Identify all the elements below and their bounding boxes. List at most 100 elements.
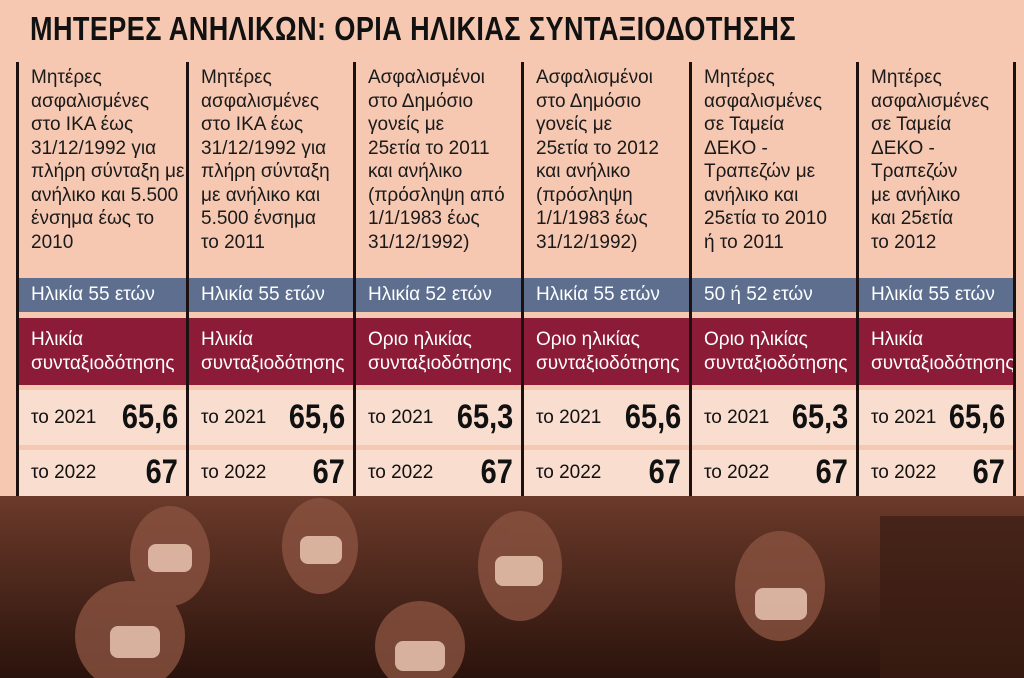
description-line: ΔΕΚΟ -	[704, 137, 768, 159]
age-value: 67	[145, 453, 178, 491]
age-label: Ηλικία 55 ετών	[524, 278, 689, 312]
description-line: 31/12/1992 για	[31, 137, 157, 159]
description-line: 5.500 ένσημα	[201, 208, 317, 229]
description-line: Μητέρες	[704, 67, 775, 88]
header-line: συνταξιοδότησης	[871, 353, 1015, 374]
age-value: 65,6	[624, 397, 681, 436]
header-line: συνταξιοδότησης	[536, 353, 680, 374]
column-separator	[16, 62, 19, 496]
description-line: 2010	[31, 231, 74, 253]
year-row: το 2022 67	[189, 450, 353, 496]
description-line: (πρόσληψη από	[368, 184, 505, 206]
age-value: 67	[648, 453, 681, 491]
year-label: το 2021	[201, 406, 267, 428]
column-header: Ηλικία συνταξιοδότησης	[859, 318, 1015, 385]
header-line: συνταξιοδότησης	[201, 353, 345, 374]
age-value: 67	[815, 453, 848, 491]
column-separator	[186, 62, 189, 496]
year-row: το 2021 65,3	[692, 390, 856, 445]
year-row: το 2021 65,6	[19, 390, 186, 445]
description-line: ασφαλισμένες	[704, 90, 823, 112]
age-value: 67	[972, 453, 1005, 491]
description-line: Μητέρες	[201, 67, 272, 88]
description-line: ασφαλισμένες	[201, 90, 320, 112]
description-line: Μητέρες	[31, 67, 102, 88]
description-line: ΔΕΚΟ -	[871, 137, 935, 159]
header-line: Ηλικία	[201, 329, 254, 350]
header-line: συνταξιοδότησης	[704, 353, 848, 374]
year-row: το 2022 67	[356, 450, 521, 496]
description-line: και ανήλικο	[536, 161, 631, 182]
column-separator	[521, 62, 524, 496]
year-label: το 2021	[871, 406, 937, 428]
age-label: Ηλικία 55 ετών	[19, 278, 186, 312]
description-line: το 2012	[871, 231, 937, 253]
description-line: 1/1/1983 έως	[368, 208, 480, 229]
description-line: σε Ταμεία	[871, 114, 952, 135]
description-line: Μητέρες	[871, 67, 942, 88]
description-line: Τραπεζών	[871, 161, 958, 182]
year-label: το 2022	[871, 462, 937, 483]
year-row: το 2021 65,6	[189, 390, 353, 445]
description-line: 1/1/1983 έως	[536, 208, 648, 229]
column-header: Οριο ηλικίας συνταξιοδότησης	[356, 318, 521, 385]
column-header: Οριο ηλικίας συνταξιοδότησης	[524, 318, 689, 385]
description-line: ασφαλισμένες	[31, 90, 150, 112]
column-separator	[353, 62, 356, 496]
description-line: ένσημα έως το	[31, 208, 155, 229]
description-line: και ανήλικο	[368, 161, 463, 182]
year-label: το 2022	[201, 462, 267, 483]
column-separator	[689, 62, 692, 496]
description-line: 25ετία το 2010	[704, 208, 827, 229]
description-line: γονείς με	[536, 114, 613, 135]
year-label: το 2021	[536, 406, 602, 428]
age-value: 65,3	[791, 397, 848, 436]
age-value: 65,6	[121, 397, 178, 436]
description-line: 25ετία το 2011	[368, 137, 490, 159]
description-line: πλήρη σύνταξη	[201, 161, 330, 182]
header-line: Οριο ηλικίας	[536, 329, 640, 350]
header-line: Ηλικία	[31, 329, 84, 350]
year-row: το 2022 67	[692, 450, 856, 496]
header-line: Ηλικία	[871, 329, 924, 350]
year-row: το 2021 65,6	[859, 390, 1013, 445]
description: Μητέρες ασφαλισμένες στο ΙΚΑ έως 31/12/1992…	[201, 66, 353, 254]
header-line: συνταξιοδότησης	[31, 353, 175, 374]
title: ΜΗΤΕΡΕΣ ΑΝΗΛΙΚΩΝ: ΟΡΙΑ ΗΛΙΚΙΑΣ ΣΥΝΤΑΞΙΟΔ…	[30, 10, 797, 47]
year-label: το 2021	[704, 406, 770, 428]
description-line: ανήλικο και	[704, 184, 799, 206]
description-line: 25ετία το 2012	[536, 137, 659, 159]
year-label: το 2021	[368, 406, 434, 428]
description-line: το 2011	[201, 231, 265, 253]
description: Μητέρες ασφαλισμένες σε Ταμεία ΔΕΚΟ - Τραπεζ…	[871, 66, 1013, 254]
description-line: Τραπεζών με	[704, 161, 816, 182]
year-label: το 2022	[704, 462, 770, 483]
header-line: Οριο ηλικίας	[368, 329, 472, 350]
description-line: (πρόσληψη	[536, 184, 633, 206]
description-line: και 25ετία	[871, 208, 954, 229]
description-line: στο ΙΚΑ έως	[31, 114, 134, 135]
description-line: Ασφαλισμένοι	[536, 67, 653, 88]
description: Ασφαλισμένοι στο Δημόσιο γονείς με 25ετία τ…	[368, 66, 521, 254]
description-line: Ασφαλισμένοι	[368, 67, 485, 88]
description-line: ασφαλισμένες	[871, 90, 990, 112]
description-line: πλήρη σύνταξη με	[31, 161, 185, 182]
year-label: το 2021	[31, 406, 97, 428]
description-line: ή το 2011	[704, 231, 784, 253]
age-value: 65,3	[456, 397, 513, 436]
description-line: 31/12/1992 για	[201, 137, 327, 159]
description-line: στο ΙΚΑ έως	[201, 114, 304, 135]
age-value: 65,6	[948, 397, 1005, 436]
column-separator	[1013, 62, 1016, 496]
year-row: το 2022 67	[524, 450, 689, 496]
age-value: 65,6	[288, 397, 345, 436]
header-line: Οριο ηλικίας	[704, 329, 808, 350]
year-label: το 2022	[31, 462, 97, 483]
column-separator	[856, 62, 859, 496]
age-label: 50 ή 52 ετών	[692, 278, 856, 312]
description-line: ανήλικο και 5.500	[31, 184, 179, 206]
year-label: το 2022	[368, 462, 434, 483]
year-row: το 2022 67	[859, 450, 1013, 496]
year-row: το 2021 65,3	[356, 390, 521, 445]
